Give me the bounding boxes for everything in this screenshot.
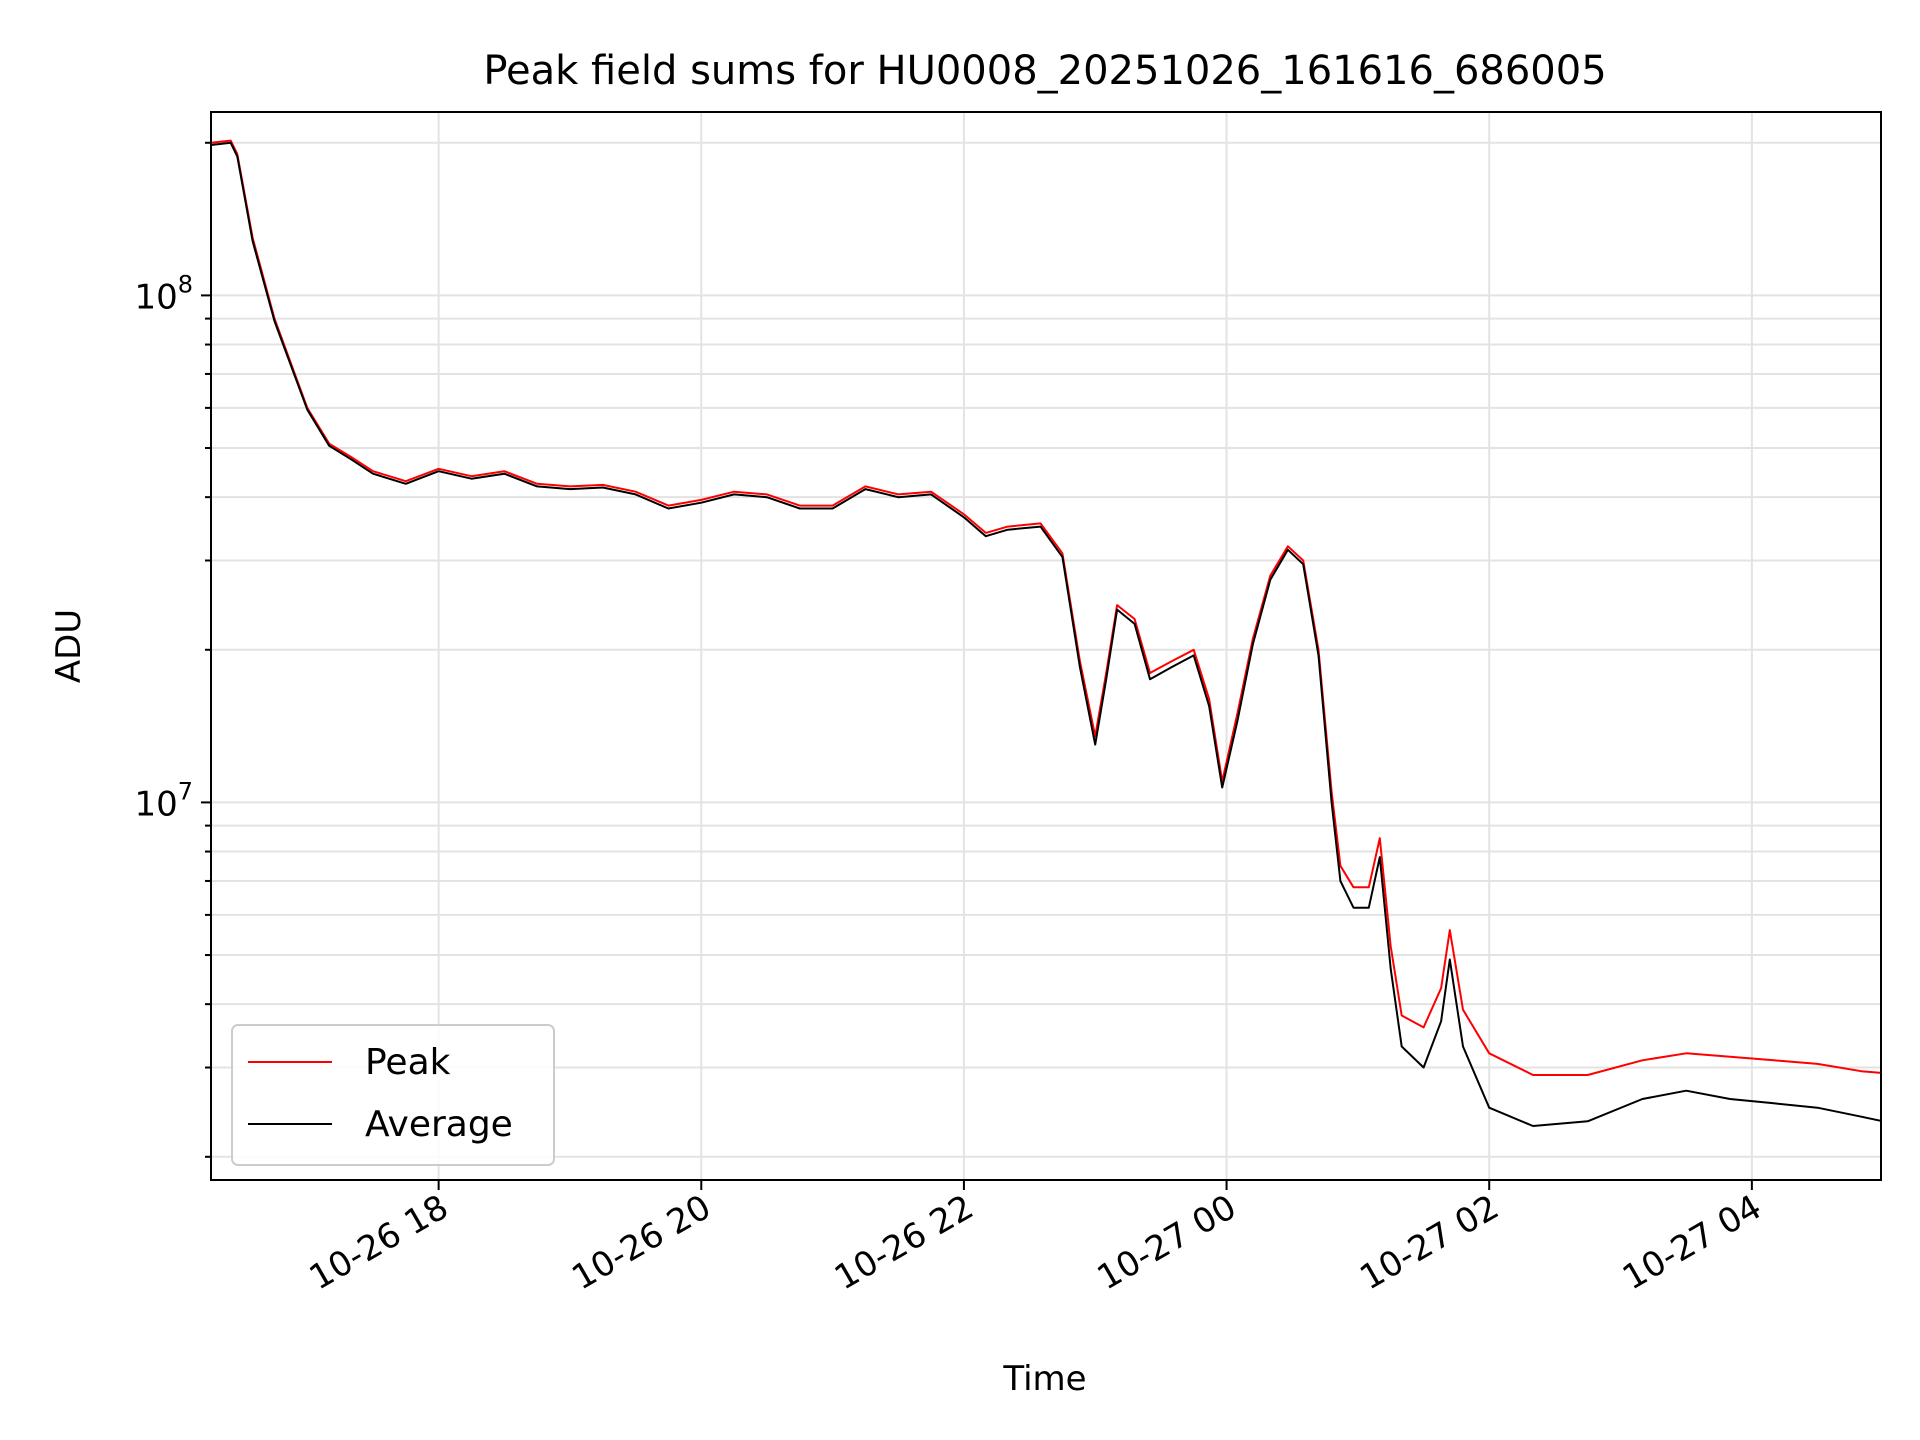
legend-label: Average	[365, 1104, 513, 1145]
plot-area	[211, 139, 1881, 1127]
x-tick-label: 10-27 00	[1091, 1187, 1243, 1298]
x-tick-label: 10-26 22	[828, 1187, 980, 1298]
legend: Peak Average	[231, 1024, 555, 1166]
grid-lines	[211, 112, 1881, 1180]
series-line-peak	[211, 139, 1881, 1076]
legend-label: Peak	[365, 1042, 451, 1083]
x-tick-label: 10-27 02	[1353, 1187, 1505, 1298]
series-line-average	[211, 141, 1881, 1127]
x-axis: 10-26 18 10-26 20 10-26 22 10-27 00 10-27 02…	[303, 1180, 1768, 1298]
y-axis-label: ADU	[49, 609, 89, 683]
y-tick-label: 107	[134, 777, 193, 824]
x-tick-label: 10-26 20	[565, 1187, 717, 1298]
y-tick-label: 108	[134, 270, 193, 317]
x-tick-label: 10-26 18	[303, 1187, 455, 1298]
y-axis: 107 108	[134, 141, 211, 1158]
legend-box	[231, 1024, 555, 1166]
plot-frame	[210, 111, 1882, 1181]
x-tick-label: 10-27 04	[1616, 1187, 1768, 1298]
chart-title: Peak field sums for HU0008_20251026_1616…	[483, 48, 1606, 94]
x-axis-label: Time	[1002, 1359, 1086, 1399]
